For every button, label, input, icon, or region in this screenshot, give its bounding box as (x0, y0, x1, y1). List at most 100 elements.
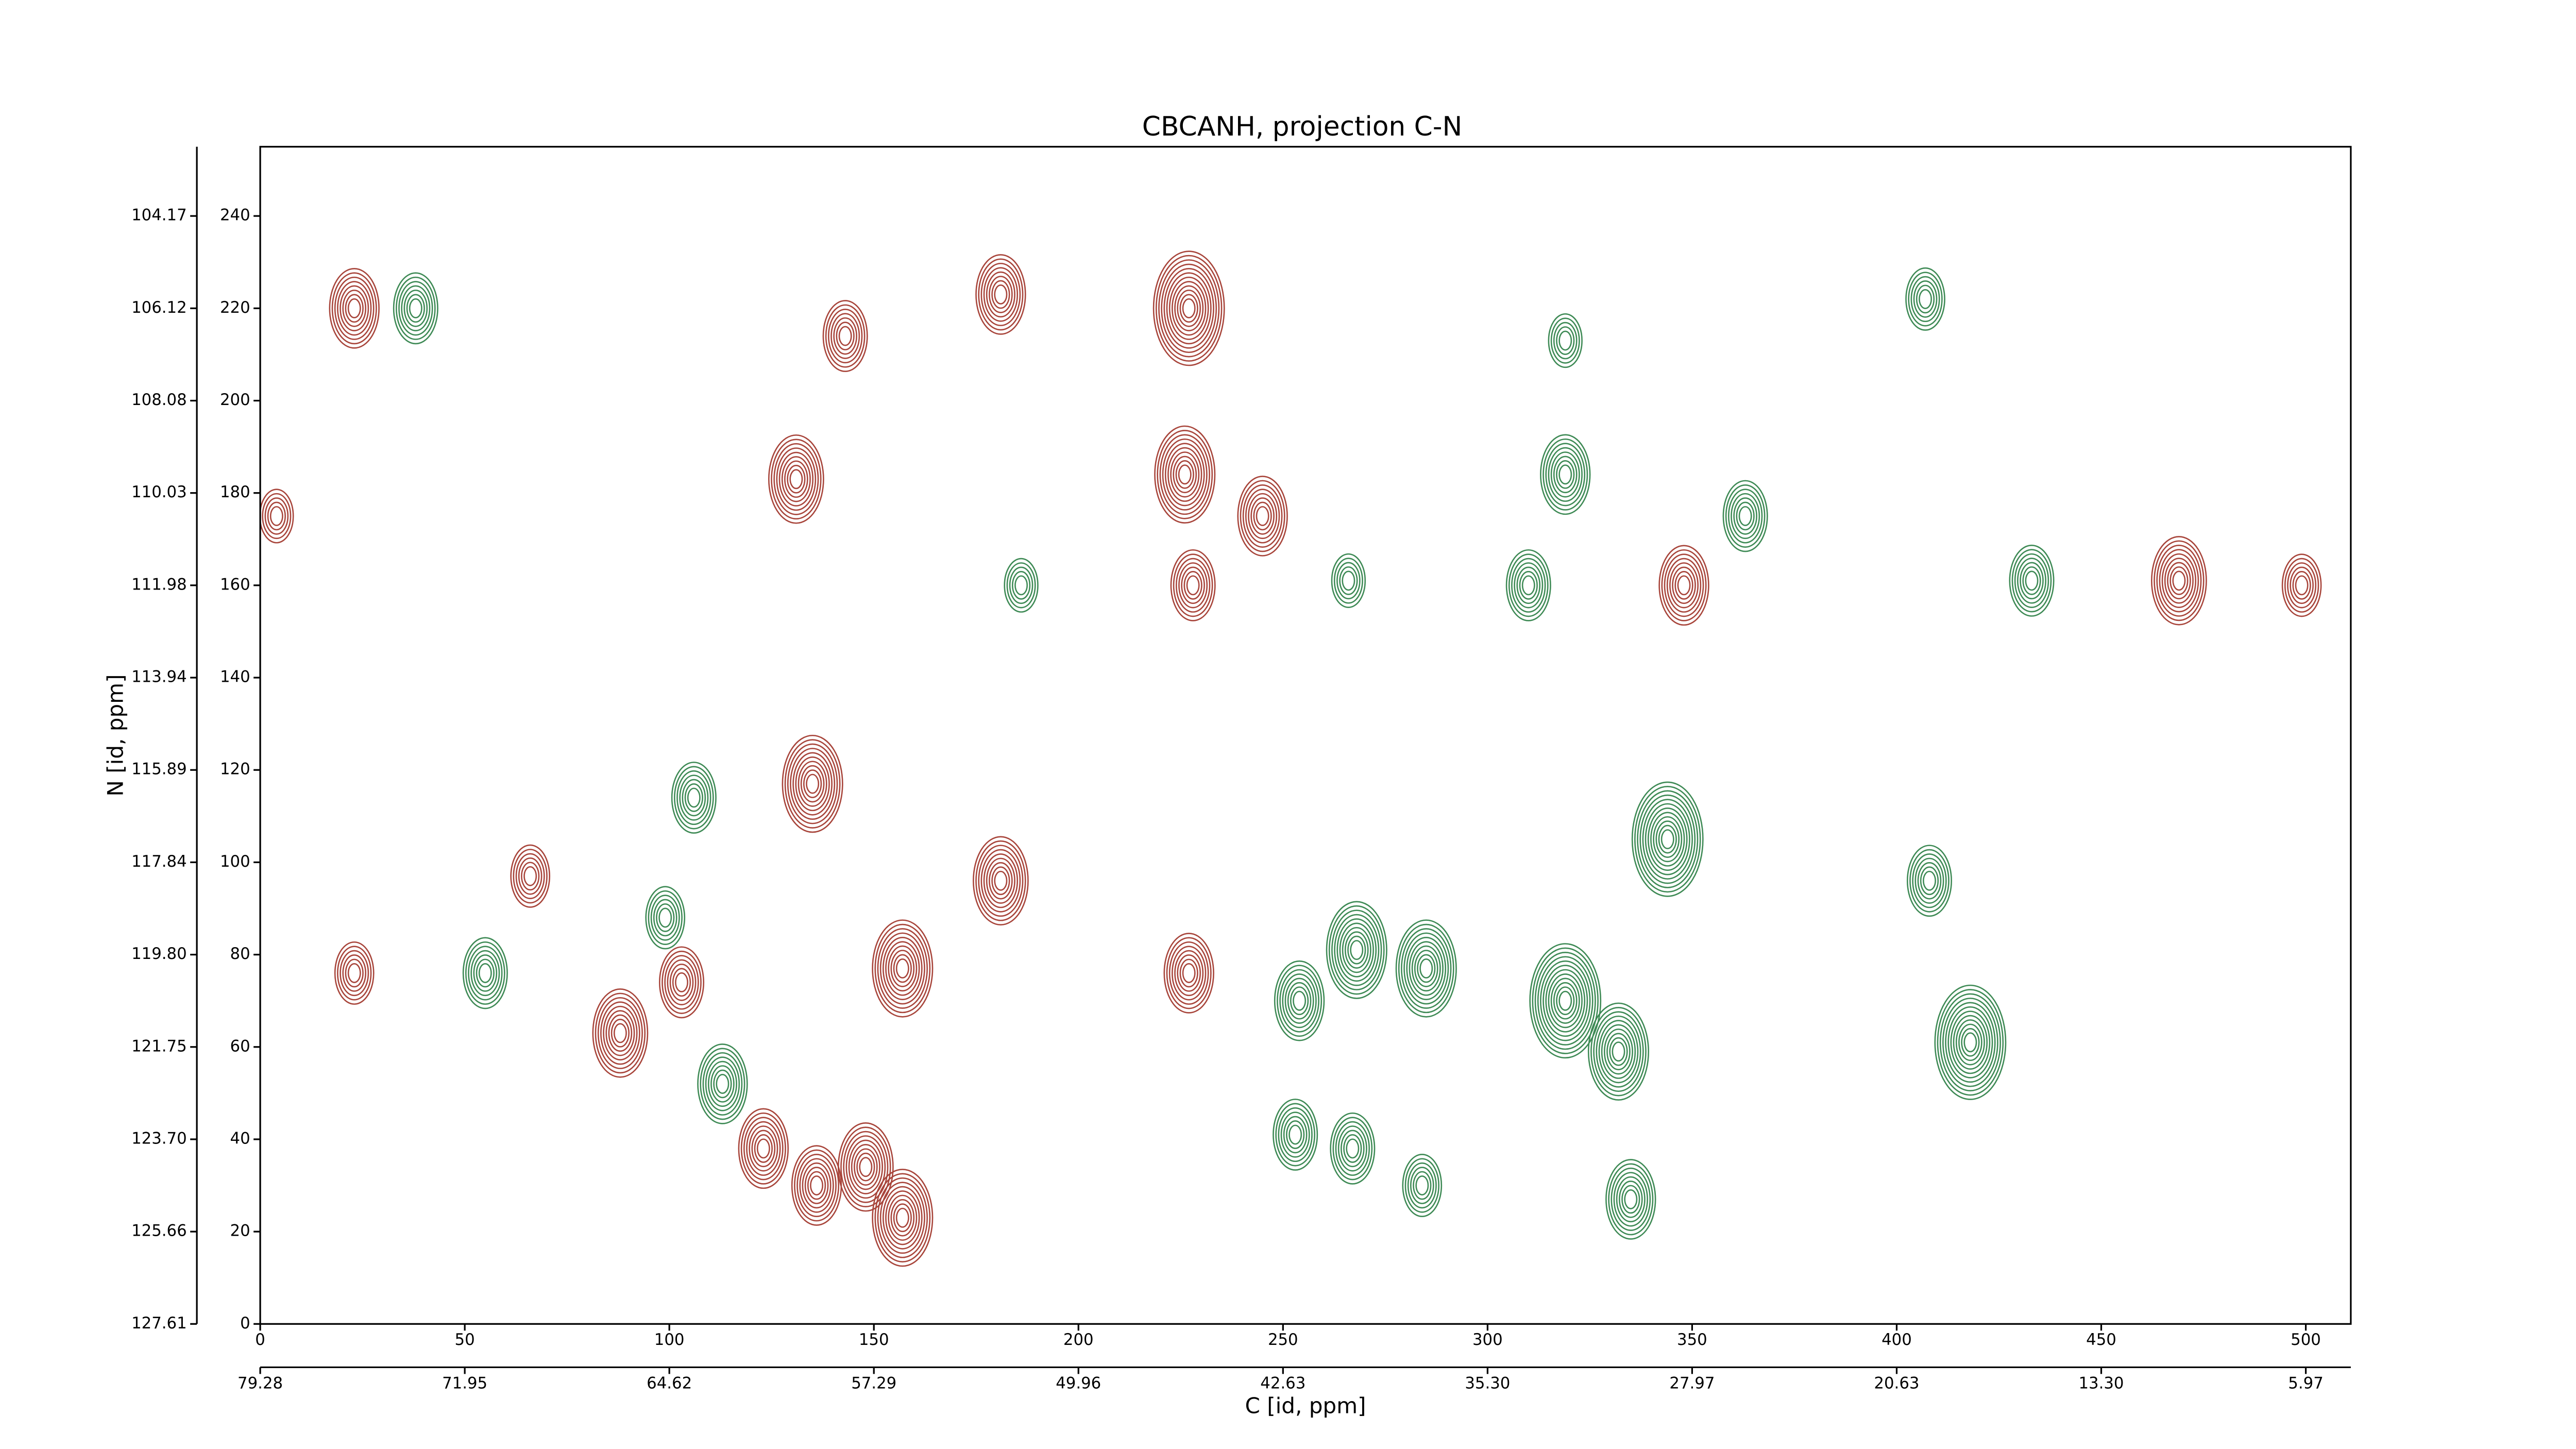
contour-ring (1186, 575, 1200, 596)
contour-ring (605, 1010, 635, 1056)
contour-ring (975, 840, 1026, 921)
contour-ring (1725, 484, 1766, 548)
contour-ring (989, 862, 1013, 900)
peak (697, 1043, 748, 1124)
contour-ring (885, 941, 920, 996)
contour-ring (1253, 501, 1272, 531)
contour-ring (342, 290, 367, 327)
contour-ring (986, 857, 1015, 904)
contour-ring (1958, 1023, 1982, 1062)
contour-ring (856, 1152, 875, 1182)
contour-ring (1181, 566, 1205, 604)
contour-ring (1172, 281, 1207, 336)
ppm-x-tick-label: 5.97 (2288, 1374, 2323, 1392)
peak (768, 434, 824, 524)
contour-ring (1334, 914, 1380, 986)
contour-ring (1637, 790, 1699, 888)
contour-ring (1621, 1185, 1640, 1214)
contour-ring (994, 870, 1008, 891)
contour-ring (1634, 786, 1701, 893)
ppm-y-tick-label: 117.84 (131, 852, 187, 871)
contour-ring (768, 434, 824, 524)
contour-ring (1733, 497, 1757, 535)
contour-ring (980, 262, 1021, 326)
contour-ring (1407, 1162, 1437, 1209)
contour-ring (749, 1125, 778, 1172)
contour-ring (1550, 451, 1580, 498)
contour-ring (595, 992, 646, 1074)
contour-ring (1553, 982, 1578, 1020)
contour-ring (1175, 460, 1194, 489)
contour-ring (1344, 931, 1369, 969)
contour-ring (1340, 1130, 1365, 1168)
contour-ring (658, 907, 672, 928)
x-tick-label: 250 (1268, 1330, 1298, 1349)
contour-ring (2022, 566, 2041, 595)
contour-ring (806, 773, 820, 794)
contour-ring (1553, 456, 1578, 494)
contour-ring (673, 766, 714, 830)
contour-ring (513, 849, 548, 904)
contour-ring (1275, 1103, 1315, 1167)
contour-ring (1532, 947, 1599, 1054)
contour-ring (682, 779, 706, 817)
contour-ring (1939, 993, 2001, 1091)
contour-ring (1350, 940, 1364, 961)
contour-ring (1937, 989, 2004, 1096)
contour-ring (1934, 984, 2007, 1100)
contour-ring (2011, 549, 2052, 613)
contour-ring (1290, 986, 1309, 1016)
contour-ring (1917, 862, 1942, 900)
contour-ring (791, 1145, 842, 1226)
contour-ring (1178, 562, 1208, 609)
contour-ring (1183, 571, 1202, 600)
contour-ring (1605, 1159, 1656, 1240)
contour-ring (1613, 1172, 1648, 1227)
contour-ring (1945, 1002, 1996, 1083)
contour-ring (754, 1134, 773, 1163)
y-tick-label: 0 (240, 1314, 250, 1333)
contour-ring (1157, 430, 1213, 519)
y-tick-label: 100 (220, 852, 250, 871)
peak (462, 937, 508, 1009)
contour-ring (1601, 1024, 1636, 1079)
contour-ring (1331, 909, 1382, 990)
peak (1273, 1099, 1318, 1171)
contour-ring (1511, 558, 1546, 613)
contour-ring (787, 464, 806, 494)
contour-ring (989, 276, 1013, 313)
x-tick-label: 150 (859, 1330, 889, 1349)
contour-ring (1942, 998, 1998, 1087)
contour-ring (1172, 946, 1207, 1001)
contour-ring (1168, 941, 1209, 1005)
contour-ring (1284, 978, 1314, 1024)
contour-ring (1550, 978, 1580, 1024)
contour-ring (1256, 506, 1269, 526)
contour-ring (888, 945, 918, 992)
contour-ring (1508, 553, 1549, 617)
contour-ring (687, 787, 701, 808)
contour-ring (603, 1005, 638, 1060)
contour-ring (1669, 562, 1699, 609)
ppm-y-tick-label: 125.66 (131, 1222, 187, 1240)
contour-ring (1913, 280, 1938, 318)
contour-ring (1179, 294, 1198, 323)
contour-ring (845, 1135, 886, 1199)
contour-ring (1658, 545, 1709, 626)
contour-ring (1161, 263, 1217, 353)
contour-ring (345, 958, 364, 988)
contour-ring (1282, 973, 1317, 1029)
ppm-y-tick-label: 110.03 (131, 483, 187, 501)
contour-ring (991, 866, 1010, 896)
contour-ring (1550, 317, 1580, 364)
contour-ring (2159, 549, 2199, 613)
contour-ring (1277, 965, 1323, 1037)
peak (1395, 919, 1457, 1018)
contour-ring (1278, 1107, 1313, 1162)
peak (1331, 553, 1366, 608)
contour-ring (1519, 571, 1538, 600)
contour-ring (1347, 935, 1366, 965)
contour-ring (1923, 870, 1936, 891)
contour-ring (1624, 1189, 1638, 1209)
